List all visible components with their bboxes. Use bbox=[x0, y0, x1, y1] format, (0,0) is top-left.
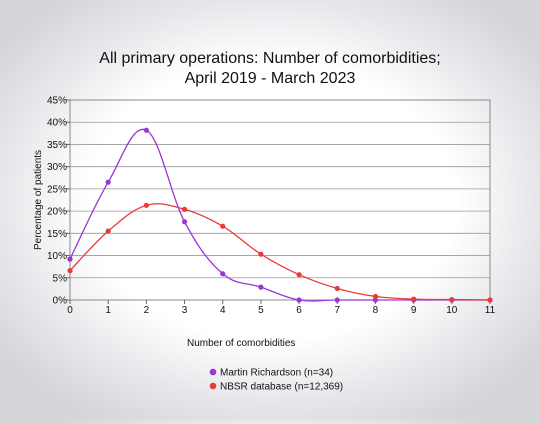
data-point-series-1 bbox=[143, 127, 149, 133]
data-point-series-1 bbox=[220, 271, 226, 277]
y-tick-label: 20% bbox=[47, 207, 67, 218]
data-point-series-2 bbox=[411, 296, 417, 302]
data-point-series-2 bbox=[258, 251, 264, 257]
legend: Martin Richardson (n=34) NBSR database (… bbox=[209, 368, 343, 393]
x-tick-label: 9 bbox=[411, 305, 417, 316]
x-tick-label: 11 bbox=[485, 305, 496, 316]
data-point-series-2 bbox=[487, 297, 493, 303]
y-tick-label: 35% bbox=[47, 140, 67, 151]
data-point-series-1 bbox=[181, 219, 188, 225]
x-tick-label: 0 bbox=[67, 305, 73, 316]
series-lines bbox=[67, 127, 493, 303]
legend-label-series-2: NBSR database (n=12,369) bbox=[220, 382, 343, 393]
data-point-series-1 bbox=[334, 297, 340, 303]
x-tick-label: 6 bbox=[296, 305, 302, 316]
x-tick-label: 3 bbox=[182, 305, 188, 316]
legend-label-series-1: Martin Richardson (n=34) bbox=[220, 368, 333, 379]
data-point-series-2 bbox=[105, 228, 111, 234]
data-point-series-1 bbox=[296, 297, 302, 303]
y-tick-label: 45% bbox=[47, 96, 67, 107]
data-point-series-2 bbox=[296, 272, 302, 278]
data-point-series-1 bbox=[105, 179, 111, 185]
data-point-series-1 bbox=[258, 284, 264, 290]
y-axis-ticks: 0% 5% 10% 15% 20% 25% 30% 35% 40% 45% bbox=[47, 96, 70, 307]
y-tick-label: 10% bbox=[47, 251, 67, 262]
series-line-2 bbox=[69, 203, 491, 301]
legend-marker-series-2 bbox=[209, 382, 217, 390]
x-tick-label: 1 bbox=[105, 305, 111, 316]
chart-title-line-1: All primary operations: Number of comorb… bbox=[99, 50, 440, 67]
y-tick-label: 25% bbox=[47, 184, 67, 195]
y-tick-label: 30% bbox=[47, 162, 67, 173]
x-tick-label: 2 bbox=[144, 305, 150, 316]
legend-marker-series-1 bbox=[209, 368, 217, 376]
plot-area-frame bbox=[69, 99, 491, 301]
data-point-series-2 bbox=[181, 206, 188, 212]
x-tick-label: 7 bbox=[334, 305, 340, 316]
x-tick-label: 4 bbox=[220, 305, 226, 316]
data-point-series-2 bbox=[449, 296, 455, 303]
y-tick-label: 40% bbox=[47, 118, 67, 129]
y-axis-label: Percentage of patients bbox=[33, 150, 44, 250]
x-tick-label: 8 bbox=[373, 305, 379, 316]
data-point-series-2 bbox=[220, 223, 226, 229]
data-point-series-2 bbox=[334, 285, 340, 292]
data-point-series-1 bbox=[372, 297, 379, 303]
data-point-series-2 bbox=[67, 268, 73, 274]
x-axis-ticks: 0 1 2 3 4 5 6 7 8 9 10 11 bbox=[67, 300, 496, 316]
x-axis-label: Number of comorbidities bbox=[187, 338, 295, 349]
x-tick-label: 10 bbox=[446, 305, 458, 316]
data-point-series-2 bbox=[143, 202, 149, 208]
y-tick-label: 0% bbox=[53, 296, 68, 307]
x-tick-label: 5 bbox=[258, 305, 264, 316]
y-tick-label: 5% bbox=[53, 273, 68, 284]
data-point-series-2 bbox=[372, 293, 379, 300]
gridlines bbox=[70, 121, 490, 279]
series-line-1 bbox=[69, 128, 490, 302]
y-tick-label: 15% bbox=[47, 229, 67, 240]
chart-title-line-2: April 2019 - March 2023 bbox=[185, 70, 356, 87]
data-point-series-1 bbox=[67, 256, 73, 262]
